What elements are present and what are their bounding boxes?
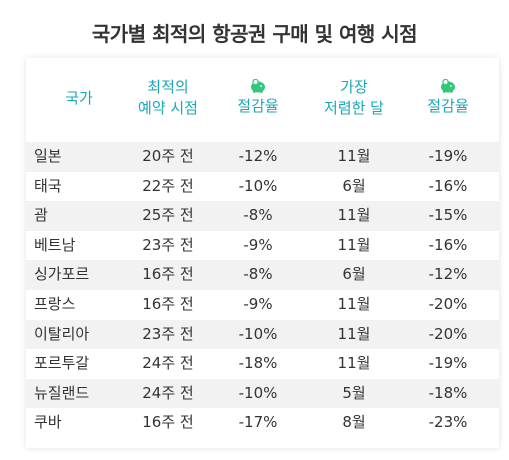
cell-savings-2: -20% [428,324,468,343]
cell-savings-1: -17% [238,413,278,432]
piggy-bank-icon [251,79,265,93]
header-savings-1: 절감율 [208,58,308,138]
cell-month: 11월 [337,235,371,254]
header-best-booking-line2: 예약 시점 [138,99,198,117]
header-savings-1-label: 절감율 [237,97,279,115]
cell-savings-2: -15% [428,206,468,225]
cell-month: 11월 [337,324,371,343]
cell-savings-1: -10% [238,324,278,343]
cell-country: 괌 [34,206,48,225]
table-row: 싱가포르 16주 전 -8% 6월 -12% [26,260,499,290]
header-country: 국가 [34,58,124,138]
cell-booking: 25주 전 [142,206,194,225]
header-savings-2-label: 절감율 [427,97,469,115]
cell-savings-1: -8% [243,265,273,284]
table-row: 일본 20주 전 -12% 11월 -19% [26,142,499,172]
cell-booking: 24주 전 [142,354,194,373]
cell-month: 11월 [337,294,371,313]
table-row: 괌 25주 전 -8% 11월 -15% [26,201,499,231]
cell-savings-1: -9% [243,294,273,313]
cell-booking: 16주 전 [142,294,194,313]
cell-savings-2: -16% [428,176,468,195]
header-best-booking-line1: 최적의 [147,78,189,96]
cell-savings-2: -16% [428,235,468,254]
cell-booking: 23주 전 [142,235,194,254]
header-best-booking: 최적의 예약 시점 [118,58,218,138]
cell-country: 싱가포르 [34,265,90,284]
table-row: 뉴질랜드 24주 전 -10% 5월 -18% [26,378,499,409]
header-savings-2: 절감율 [398,58,498,138]
page-title: 국가별 최적의 항공권 구매 및 여행 시점 [91,22,418,46]
cell-booking: 23주 전 [142,324,194,343]
cell-booking: 16주 전 [142,265,194,284]
cell-savings-1: -12% [238,147,278,165]
cell-country: 일본 [34,147,62,165]
table-row: 이탈리아 23주 전 -10% 11월 -20% [26,319,499,350]
cell-country: 이탈리아 [34,324,90,343]
header-cheapest-line2: 저렴한 달 [324,99,384,117]
cell-savings-2: -23% [428,413,468,432]
cell-savings-2: -18% [428,383,468,402]
cell-savings-1: -8% [243,206,273,225]
header-country-label: 국가 [65,88,93,107]
table-row: 베트남 23주 전 -9% 11월 -16% [26,231,499,261]
cell-savings-2: -20% [428,294,468,313]
cell-booking: 22주 전 [142,176,194,195]
table-row: 포르투갈 24주 전 -18% 11월 -19% [26,349,499,379]
cell-country: 쿠바 [34,413,62,432]
cell-month: 6월 [342,176,366,195]
table-card: 국가 최적의 예약 시점 절감율 가장 저렴한 달 [26,58,499,448]
cell-savings-2: -19% [428,354,468,373]
table-row: 프랑스 16주 전 -9% 11월 -20% [26,290,499,320]
cell-booking: 16주 전 [142,413,194,432]
cell-booking: 20주 전 [142,147,194,165]
cell-booking: 24주 전 [142,383,194,402]
table-row: 쿠바 16주 전 -17% 8월 -23% [26,408,499,438]
cell-month: 11월 [337,354,371,373]
cell-country: 태국 [34,176,62,195]
cell-month: 6월 [342,265,366,284]
cell-country: 베트남 [34,235,76,254]
cell-savings-1: -18% [238,354,278,373]
cell-country: 프랑스 [34,294,76,313]
cell-country: 포르투갈 [34,354,90,373]
header-cheapest-month: 가장 저렴한 달 [304,58,404,138]
cell-month: 11월 [337,206,371,225]
cell-country: 뉴질랜드 [34,383,90,402]
cell-savings-1: -10% [238,383,278,402]
cell-savings-1: -10% [238,176,278,195]
header-cheapest-line1: 가장 [340,78,368,96]
piggy-bank-icon [441,79,455,93]
cell-month: 5월 [342,383,366,402]
cell-savings-2: -19% [428,147,468,165]
cell-savings-1: -9% [243,235,273,254]
table-header: 국가 최적의 예약 시점 절감율 가장 저렴한 달 [26,58,499,138]
cell-month: 11월 [337,147,371,165]
cell-month: 8월 [342,413,366,432]
table-body: 일본 20주 전 -12% 11월 -19% 태국 22주 전 -10% 6월 … [26,142,499,438]
table-row: 태국 22주 전 -10% 6월 -16% [26,172,499,202]
cell-savings-2: -12% [428,265,468,284]
